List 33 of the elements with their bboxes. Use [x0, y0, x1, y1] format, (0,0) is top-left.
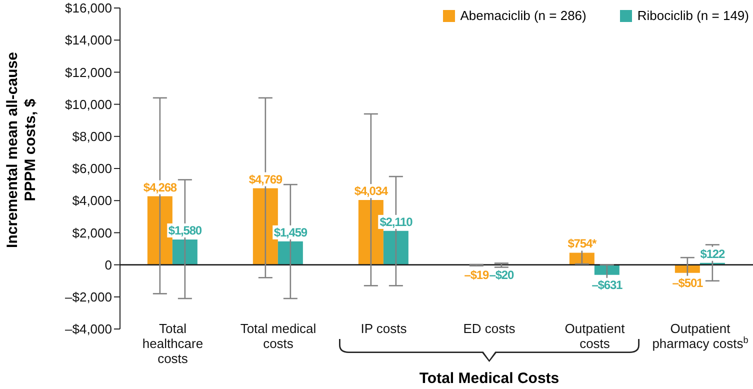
data-label: $754*	[568, 236, 598, 251]
y-tick-label: $16,000	[65, 0, 112, 16]
y-tick-label: –$4,000	[65, 322, 112, 337]
data-label: $1,580	[168, 223, 202, 238]
y-tick-label: 0	[104, 257, 112, 272]
y-tick-label: $4,000	[72, 193, 112, 208]
x-tick-label: Outpatient pharmacy costs$^{b}$	[652, 321, 748, 351]
x-tick-label: Outpatient costs	[564, 321, 626, 351]
data-label: –$501	[672, 276, 704, 290]
data-label: $1,459	[274, 225, 308, 240]
data-label: $122	[700, 246, 726, 261]
data-label: $4,769	[248, 172, 283, 186]
y-tick-label: $2,000	[72, 225, 112, 240]
text: Total Medical Costs	[418, 370, 560, 387]
y-tick-label: $8,000	[72, 129, 112, 144]
y-axis-title: Incremental mean all-cause PPPM costs, $	[4, 51, 40, 250]
x-tick-label: Total medical costs	[240, 321, 316, 351]
x-tick-label: Total healthcare costs	[142, 321, 204, 366]
data-label: $4,034	[354, 184, 388, 198]
legend-label: Ribociclib (n = 149)	[637, 8, 749, 23]
data-label: $4,268	[143, 180, 178, 194]
y-tick-label: –$2,000	[65, 290, 112, 305]
y-tick-label: $6,000	[72, 161, 112, 176]
x-tick-label: ED costs	[463, 321, 516, 336]
data-label: –$19	[464, 268, 490, 282]
y-tick-label: $12,000	[65, 64, 112, 80]
y-tick-label: $14,000	[65, 32, 112, 48]
data-label: $2,110	[380, 214, 414, 229]
data-label: –$20	[489, 268, 515, 282]
data-label: –$631	[592, 278, 624, 292]
y-tick-label: $10,000	[65, 96, 112, 112]
x-tick-label: IP costs	[360, 321, 408, 336]
legend-label: Abemaciclib (n = 286)	[460, 8, 586, 23]
